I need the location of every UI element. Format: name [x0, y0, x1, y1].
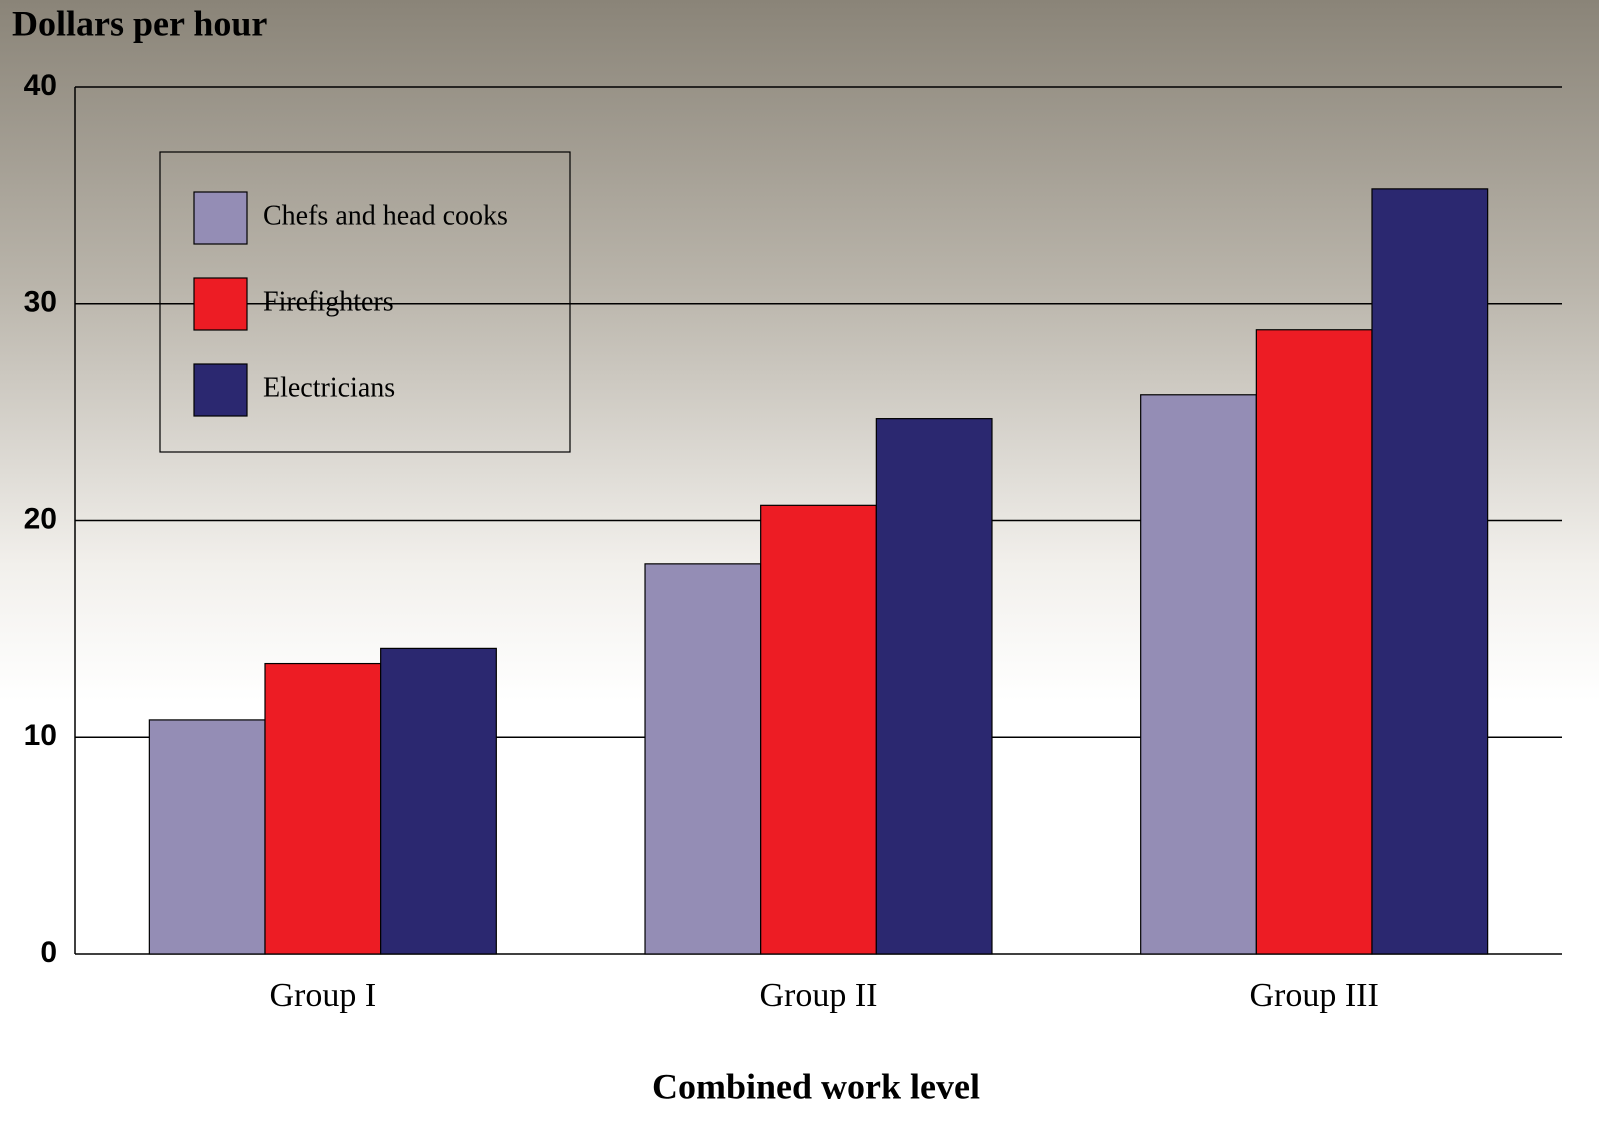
legend-label: Chefs and head cooks [263, 200, 508, 231]
legend-label: Electricians [263, 372, 395, 403]
y-tick-label: 20 [24, 502, 57, 535]
y-tick-label: 30 [24, 286, 57, 319]
bar [264, 662, 382, 955]
bar [380, 647, 497, 955]
bar [1255, 329, 1373, 955]
legend-swatch [193, 363, 248, 417]
y-tick-label: 10 [24, 719, 57, 752]
y-axis-title: Dollars per hour [12, 3, 267, 43]
legend-swatch [193, 277, 248, 331]
bar [875, 418, 993, 955]
x-axis-title: Combined work level [652, 1066, 980, 1106]
x-tick-label: Group I [269, 977, 376, 1014]
bar [760, 504, 877, 955]
x-tick-label: Group III [1249, 977, 1378, 1014]
y-tick-label: 40 [24, 69, 57, 102]
bar [644, 563, 762, 955]
bar [148, 719, 266, 955]
legend-box [159, 151, 571, 453]
bar [1371, 188, 1489, 955]
x-tick-label: Group II [759, 977, 877, 1014]
y-tick-label: 0 [40, 936, 57, 969]
legend-swatch [193, 191, 248, 245]
legend-label: Firefighters [263, 286, 394, 317]
bar [1140, 394, 1257, 955]
